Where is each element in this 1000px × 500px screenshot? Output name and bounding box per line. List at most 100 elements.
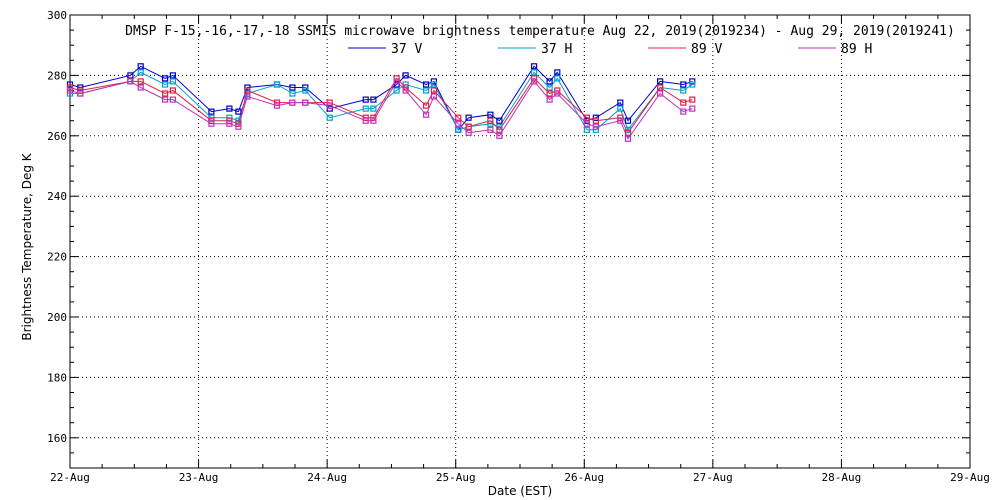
data-point (624, 117, 632, 124)
data-point (370, 96, 377, 103)
y-tick-label: 280 (47, 69, 67, 82)
data-point (592, 123, 600, 130)
data-point (530, 63, 538, 70)
data-point (302, 99, 309, 106)
data-point (208, 120, 215, 127)
data-point (273, 102, 281, 109)
data-point (617, 105, 624, 112)
x-tick-label: 29-Aug (950, 471, 990, 484)
data-point (455, 126, 462, 133)
y-tick-label: 220 (47, 251, 67, 264)
data-point (465, 123, 472, 130)
data-point (680, 81, 687, 88)
data-point (208, 108, 215, 115)
data-point (554, 69, 561, 76)
data-point (137, 78, 144, 85)
data-point (226, 120, 233, 127)
data-point (583, 114, 591, 121)
data-point (362, 105, 369, 112)
data-point (273, 81, 281, 88)
data-point (592, 126, 600, 133)
data-point (326, 114, 333, 121)
data-point (487, 117, 494, 124)
data-point (235, 123, 242, 130)
data-point (496, 123, 503, 130)
data-point (546, 84, 553, 91)
data-point (169, 78, 176, 85)
data-point (423, 87, 430, 94)
x-axis-label: Date (EST) (488, 484, 552, 498)
data-point (169, 96, 176, 103)
data-point (77, 90, 84, 97)
data-point (617, 117, 624, 124)
data-point (496, 117, 503, 124)
data-point (554, 90, 561, 97)
data-point (423, 81, 430, 88)
series-lines (69, 65, 693, 140)
data-point (465, 129, 472, 136)
data-point (689, 96, 696, 103)
y-tick-label: 240 (47, 190, 67, 203)
data-point (689, 105, 696, 112)
data-point (430, 87, 437, 94)
data-point (430, 81, 437, 88)
data-point (127, 78, 134, 85)
x-tick-label: 27-Aug (693, 471, 733, 484)
data-point (393, 87, 400, 94)
data-point (162, 96, 169, 103)
data-point (169, 72, 176, 79)
series-line-4 (69, 80, 693, 140)
data-point (402, 72, 409, 79)
data-point (326, 102, 333, 109)
data-point (656, 78, 664, 85)
y-tick-label: 160 (47, 432, 67, 445)
data-point (162, 90, 169, 97)
data-point (370, 105, 377, 112)
y-tick-label: 300 (47, 9, 67, 22)
series-line-3 (69, 77, 693, 134)
data-point (289, 99, 296, 106)
data-point (423, 102, 430, 109)
data-point (235, 108, 242, 115)
legend-label: 89 V (691, 42, 722, 57)
data-point (680, 87, 687, 94)
data-point (66, 87, 74, 94)
y-tick-label: 180 (47, 371, 67, 384)
data-point (169, 87, 176, 94)
data-point (362, 96, 369, 103)
data-point (592, 117, 600, 124)
data-point (530, 69, 538, 76)
x-tick-label: 22-Aug (50, 471, 90, 484)
x-tick-label: 25-Aug (436, 471, 476, 484)
data-point (496, 126, 503, 133)
ticks: 22-Aug 23-Aug 24-Aug 25-Aug 26-Aug 27-Aug 28-A… (47, 9, 990, 484)
data-point (244, 93, 251, 100)
y-axis-label: Brightness Temperature, Deg K (20, 152, 34, 340)
data-point (370, 117, 377, 124)
data-point (362, 117, 369, 124)
data-point (487, 111, 494, 118)
series-line-2 (70, 71, 693, 131)
data-point (656, 84, 664, 91)
data-point (162, 81, 169, 88)
data-point (289, 84, 296, 91)
y-tick-label: 200 (47, 311, 67, 324)
data-point (127, 72, 134, 79)
y-tick-label: 260 (47, 130, 67, 143)
data-point (554, 75, 561, 82)
legend-label: 37 H (541, 42, 572, 57)
data-point (624, 135, 632, 142)
data-point (680, 108, 687, 115)
data-point (530, 78, 538, 85)
data-point (302, 87, 309, 94)
data-point (583, 126, 591, 133)
x-tick-label: 28-Aug (822, 471, 862, 484)
data-point (680, 99, 687, 106)
data-point (137, 84, 144, 91)
data-point (624, 129, 632, 136)
x-tick-label: 23-Aug (179, 471, 219, 484)
data-point (137, 63, 144, 70)
data-point (546, 78, 553, 85)
data-point (546, 90, 553, 97)
